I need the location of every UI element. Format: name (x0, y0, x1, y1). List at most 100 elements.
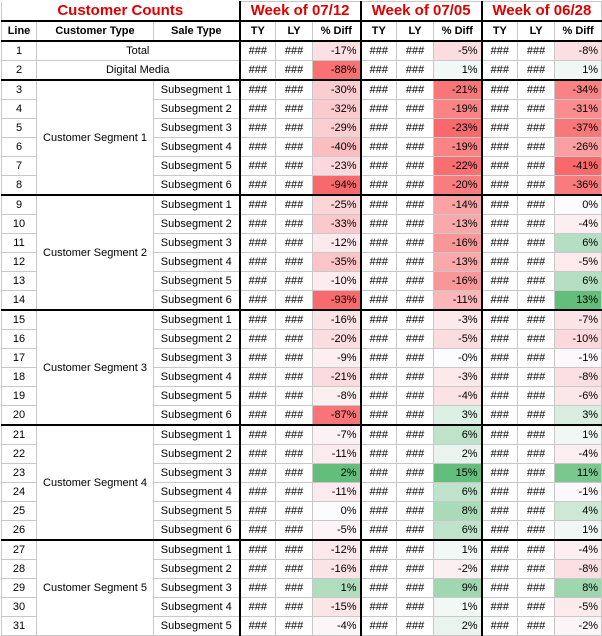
ty-value-cell: ### (238, 233, 277, 253)
pct-diff-cell: 2% (433, 444, 483, 464)
ly-value-cell: ### (275, 99, 314, 119)
pct-diff-cell: -8% (554, 40, 602, 61)
ty-value-cell: ### (238, 559, 277, 579)
pct-diff-cell: -93% (312, 290, 362, 311)
ty-value-cell: ### (359, 405, 398, 426)
header-diff: % Diff (312, 20, 362, 42)
header-customer-type: Customer Type (36, 20, 154, 42)
ly-value-cell: ### (275, 60, 314, 81)
pct-diff-cell: 6% (433, 424, 483, 445)
pct-diff-cell: -33% (312, 214, 362, 234)
sale-type-cell: Subsegment 1 (152, 539, 241, 560)
ly-value-cell: ### (396, 578, 435, 598)
ly-value-cell: ### (517, 175, 556, 196)
pct-diff-cell: -37% (554, 118, 602, 138)
sale-type-cell: Subsegment 6 (152, 520, 241, 541)
ly-value-cell: ### (517, 386, 556, 406)
ly-value-cell: ### (396, 194, 435, 215)
ly-value-cell: ### (517, 214, 556, 234)
week-header-1: Week of 07/12 (238, 1, 362, 22)
ty-value-cell: ### (359, 271, 398, 291)
ly-value-cell: ### (396, 137, 435, 157)
line-number-cell: 13 (1, 271, 37, 291)
line-number-cell: 30 (1, 597, 37, 617)
sale-type-cell: Subsegment 3 (152, 578, 241, 598)
pct-diff-cell: 6% (554, 271, 602, 291)
ly-value-cell: ### (517, 482, 556, 502)
table-row: 31 Subsegment 5 ### ### -4% ### ### 2% ### ### -2% (1, 616, 602, 636)
pct-diff-cell: -8% (312, 386, 362, 406)
ty-value-cell: ### (238, 405, 277, 426)
ly-value-cell: ### (396, 252, 435, 272)
ly-value-cell: ### (275, 329, 314, 349)
line-number-cell: 4 (1, 99, 37, 119)
line-number-cell: 9 (1, 194, 37, 215)
ty-value-cell: ### (359, 501, 398, 521)
pct-diff-cell: -5% (433, 40, 483, 61)
line-number-cell: 14 (1, 290, 37, 311)
pct-diff-cell: 8% (433, 501, 483, 521)
line-number-cell: 17 (1, 348, 37, 368)
line-number-cell: 16 (1, 329, 37, 349)
pct-diff-cell: 1% (554, 60, 602, 81)
sale-type-cell: Subsegment 2 (152, 329, 241, 349)
pct-diff-cell: -3% (433, 309, 483, 330)
table-row: 29 Subsegment 3 ### ### 1% ### ### 9% ### ### 8% (1, 578, 602, 598)
header-ty: TY (480, 20, 519, 42)
ty-value-cell: ### (480, 520, 519, 541)
ly-value-cell: ### (275, 309, 314, 330)
line-number-cell: 7 (1, 156, 37, 176)
pct-diff-cell: -32% (312, 99, 362, 119)
pct-diff-cell: -2% (554, 616, 602, 636)
pct-diff-cell: 6% (554, 233, 602, 253)
pct-diff-cell: -31% (554, 99, 602, 119)
table-row: 16 Subsegment 2 ### ### -20% ### ### -5% ### ### -… (1, 329, 602, 349)
ty-value-cell: ### (238, 309, 277, 330)
table-row: 27 Customer Segment 5 Subsegment 1 ### ### -1… (1, 539, 602, 636)
pct-diff-cell: -19% (433, 99, 483, 119)
line-number-cell: 15 (1, 309, 37, 330)
ly-value-cell: ### (396, 424, 435, 445)
ly-value-cell: ### (275, 233, 314, 253)
ty-value-cell: ### (359, 99, 398, 119)
pct-diff-cell: -16% (433, 233, 483, 253)
table-row: 3 Customer Segment 1 Subsegment 1 ### ### -30… (1, 79, 602, 196)
pct-diff-cell: -7% (554, 309, 602, 330)
ly-value-cell: ### (517, 424, 556, 445)
sale-type-cell: Subsegment 4 (152, 367, 241, 387)
ty-value-cell: ### (359, 463, 398, 483)
table-row: 26 Subsegment 6 ### ### -5% ### ### 6% ### ### 1% (1, 520, 602, 541)
sale-type-cell: Subsegment 1 (152, 194, 241, 215)
ly-value-cell: ### (517, 79, 556, 100)
column-header-row: Line Customer Type Sale Type TY LY % Dif… (1, 20, 602, 42)
pct-diff-cell: -21% (433, 79, 483, 100)
pct-diff-cell: -11% (312, 444, 362, 464)
ty-value-cell: ### (359, 597, 398, 617)
customer-segment-cell: Customer Segment 5 (36, 539, 154, 636)
pct-diff-cell: -4% (312, 616, 362, 636)
ly-value-cell: ### (396, 233, 435, 253)
ly-value-cell: ### (396, 520, 435, 541)
ty-value-cell: ### (359, 40, 398, 61)
pct-diff-cell: -21% (312, 367, 362, 387)
table-row: 7 Subsegment 5 ### ### -23% ### ### -22% ### ### -… (1, 156, 602, 176)
ly-value-cell: ### (517, 348, 556, 368)
ty-value-cell: ### (480, 348, 519, 368)
ly-value-cell: ### (396, 156, 435, 176)
ly-value-cell: ### (396, 539, 435, 560)
ty-value-cell: ### (480, 463, 519, 483)
ly-value-cell: ### (517, 405, 556, 426)
ty-value-cell: ### (480, 309, 519, 330)
ly-value-cell: ### (275, 597, 314, 617)
ly-value-cell: ### (517, 616, 556, 636)
ty-value-cell: ### (359, 252, 398, 272)
ly-value-cell: ### (396, 501, 435, 521)
line-number-cell: 23 (1, 463, 37, 483)
ty-value-cell: ### (359, 290, 398, 311)
table-row: 1 Total ### ### -17% ### ### -5% ### ### -8% (1, 40, 602, 61)
ly-value-cell: ### (275, 559, 314, 579)
table-row: 19 Subsegment 5 ### ### -8% ### ### -4% ### ### -6… (1, 386, 602, 406)
pct-diff-cell: -3% (433, 367, 483, 387)
sale-type-cell: Subsegment 3 (152, 233, 241, 253)
ty-value-cell: ### (238, 194, 277, 215)
